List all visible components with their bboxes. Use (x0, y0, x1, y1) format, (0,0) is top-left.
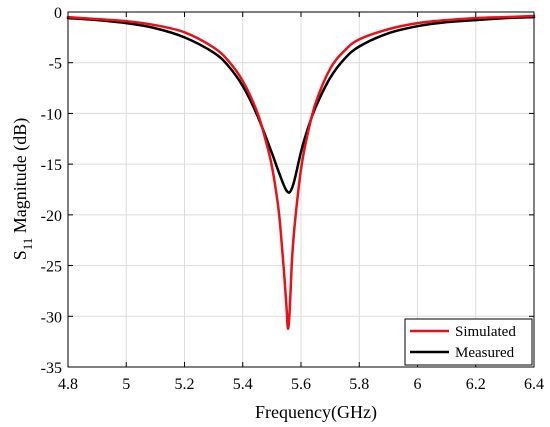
y-tick-label: -5 (49, 56, 62, 73)
x-axis-label: Frequency(GHz) (255, 402, 377, 423)
tick-labels: 4.8 5 5.2 5.4 5.6 5.8 6 6.2 6.4 0 -5 -10 -15 -20 -25 -3… (41, 5, 544, 393)
y-tick-label: 0 (54, 5, 62, 22)
x-tick-label: 5 (122, 376, 130, 393)
series-group (66, 14, 536, 330)
y-axis-label-subscript: 11 (20, 238, 35, 251)
y-tick-label: -30 (41, 309, 62, 326)
y-tick-label: -35 (41, 360, 62, 377)
x-tick-label: 6 (414, 376, 422, 393)
y-tick-label: -10 (41, 106, 62, 123)
y-tick-label: -15 (41, 157, 62, 174)
series-line-simulated (66, 14, 536, 330)
y-tick-label: -25 (41, 259, 62, 276)
legend-label-measured: Measured (455, 345, 515, 361)
y-axis-label: S11 Magnitude (dB) (10, 118, 35, 261)
grid-lines (67, 11, 535, 368)
legend: Simulated Measured (404, 318, 533, 366)
x-tick-label: 5.2 (175, 376, 195, 393)
y-tick-label: -20 (41, 208, 62, 225)
legend-box (404, 318, 533, 366)
x-tick-label: 6.4 (524, 376, 544, 393)
x-tick-label: 4.8 (58, 376, 78, 393)
x-tick-label: 6.2 (466, 376, 486, 393)
y-axis-label-rest: Magnitude (dB) (10, 118, 31, 238)
x-tick-label: 5.4 (233, 376, 253, 393)
x-tick-label: 5.6 (291, 376, 311, 393)
series-line-measured (66, 15, 536, 194)
legend-label-simulated: Simulated (455, 324, 516, 340)
tick-marks (67, 11, 535, 368)
x-tick-label: 5.8 (349, 376, 369, 393)
y-axis-label-main: S (10, 250, 30, 260)
